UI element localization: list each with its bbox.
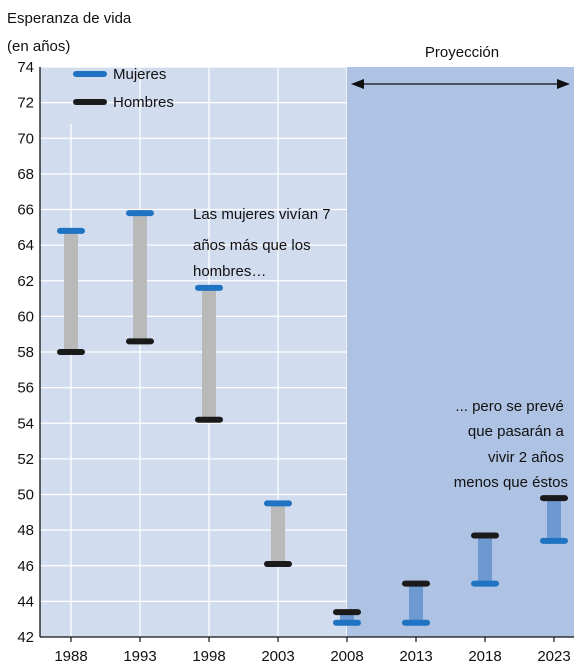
y-tick-label-46: 46 bbox=[17, 558, 34, 575]
range-bar-2023 bbox=[547, 498, 561, 541]
y-tick-label-48: 48 bbox=[17, 522, 34, 539]
marker-hombres-2013 bbox=[402, 580, 430, 587]
legend-swatch-hombres bbox=[73, 99, 107, 105]
marker-hombres-2003 bbox=[264, 560, 292, 567]
range-bar-2008 bbox=[340, 612, 354, 623]
x-tick-label-2018: 2018 bbox=[468, 648, 501, 665]
y-tick-label-54: 54 bbox=[17, 415, 34, 432]
projection-label: Proyección bbox=[425, 44, 499, 61]
x-tick-label-2003: 2003 bbox=[261, 648, 294, 665]
marker-hombres-2023 bbox=[540, 495, 568, 502]
marker-mujeres-1998 bbox=[195, 284, 223, 291]
y-tick-label-52: 52 bbox=[17, 451, 34, 468]
x-tick-label-1988: 1988 bbox=[54, 648, 87, 665]
range-bar-2018 bbox=[478, 535, 492, 584]
marker-hombres-2018 bbox=[471, 532, 499, 539]
marker-mujeres-2008 bbox=[333, 619, 361, 626]
y-tick-label-70: 70 bbox=[17, 130, 34, 147]
y-tick-label-64: 64 bbox=[17, 237, 34, 254]
projection-arrow-left-head bbox=[351, 79, 364, 89]
marker-mujeres-1988 bbox=[57, 227, 85, 234]
legend-label-hombres: Hombres bbox=[113, 94, 174, 111]
marker-hombres-1998 bbox=[195, 416, 223, 423]
marker-mujeres-2018 bbox=[471, 580, 499, 587]
y-tick-label-44: 44 bbox=[17, 593, 34, 610]
projection-region: Proyección bbox=[347, 44, 574, 637]
legend-swatch-mujeres bbox=[73, 71, 107, 77]
y-tick-label-72: 72 bbox=[17, 95, 34, 112]
marker-mujeres-2003 bbox=[264, 500, 292, 507]
range-bar-1993 bbox=[133, 213, 147, 342]
chart-title: Esperanza de vida bbox=[7, 10, 132, 27]
marker-hombres-1988 bbox=[57, 349, 85, 355]
y-tick-label-58: 58 bbox=[17, 344, 34, 361]
y-tick-label-60: 60 bbox=[17, 308, 34, 325]
y-tick-label-56: 56 bbox=[17, 380, 34, 397]
x-tick-label-1993: 1993 bbox=[123, 648, 156, 665]
range-bars bbox=[57, 210, 568, 626]
legend: Mujeres Hombres bbox=[73, 66, 174, 111]
range-bar-1998 bbox=[202, 287, 216, 420]
legend-label-mujeres: Mujeres bbox=[113, 66, 166, 83]
annotation-past: Las mujeres vivían 7 años más que los ho… bbox=[193, 206, 335, 280]
range-bar-1988 bbox=[64, 230, 78, 352]
marker-hombres-2008 bbox=[333, 609, 361, 616]
x-tick-label-1998: 1998 bbox=[192, 648, 225, 665]
projection-arrow-right-head bbox=[557, 79, 570, 89]
chart-subtitle: (en años) bbox=[7, 38, 70, 55]
marker-mujeres-2013 bbox=[402, 619, 430, 626]
x-tick-label-2023: 2023 bbox=[537, 648, 570, 665]
y-tick-label-50: 50 bbox=[17, 487, 34, 504]
y-axis: 42 44 46 48 50 52 54 56 58 60 62 64 66 68 70 72 74 bbox=[17, 59, 41, 646]
y-tick-label-66: 66 bbox=[17, 202, 34, 219]
marker-mujeres-2023 bbox=[540, 537, 568, 544]
marker-hombres-1993 bbox=[126, 338, 154, 345]
range-bar-2013 bbox=[409, 583, 423, 623]
y-tick-label-74: 74 bbox=[17, 59, 34, 76]
projection-shade bbox=[347, 67, 574, 637]
y-tick-label-42: 42 bbox=[17, 629, 34, 646]
marker-mujeres-1993 bbox=[126, 210, 154, 217]
range-bar-2003 bbox=[271, 503, 285, 564]
x-tick-label-2013: 2013 bbox=[399, 648, 432, 665]
x-tick-label-2008: 2008 bbox=[330, 648, 363, 665]
x-axis: 1988 1993 1998 2003 2008 2013 2018 2023 bbox=[40, 636, 574, 665]
annotation-projection: ... pero se prevé que pasarán a vivir 2 … bbox=[454, 398, 568, 491]
y-tick-label-68: 68 bbox=[17, 166, 34, 183]
y-tick-label-62: 62 bbox=[17, 273, 34, 290]
